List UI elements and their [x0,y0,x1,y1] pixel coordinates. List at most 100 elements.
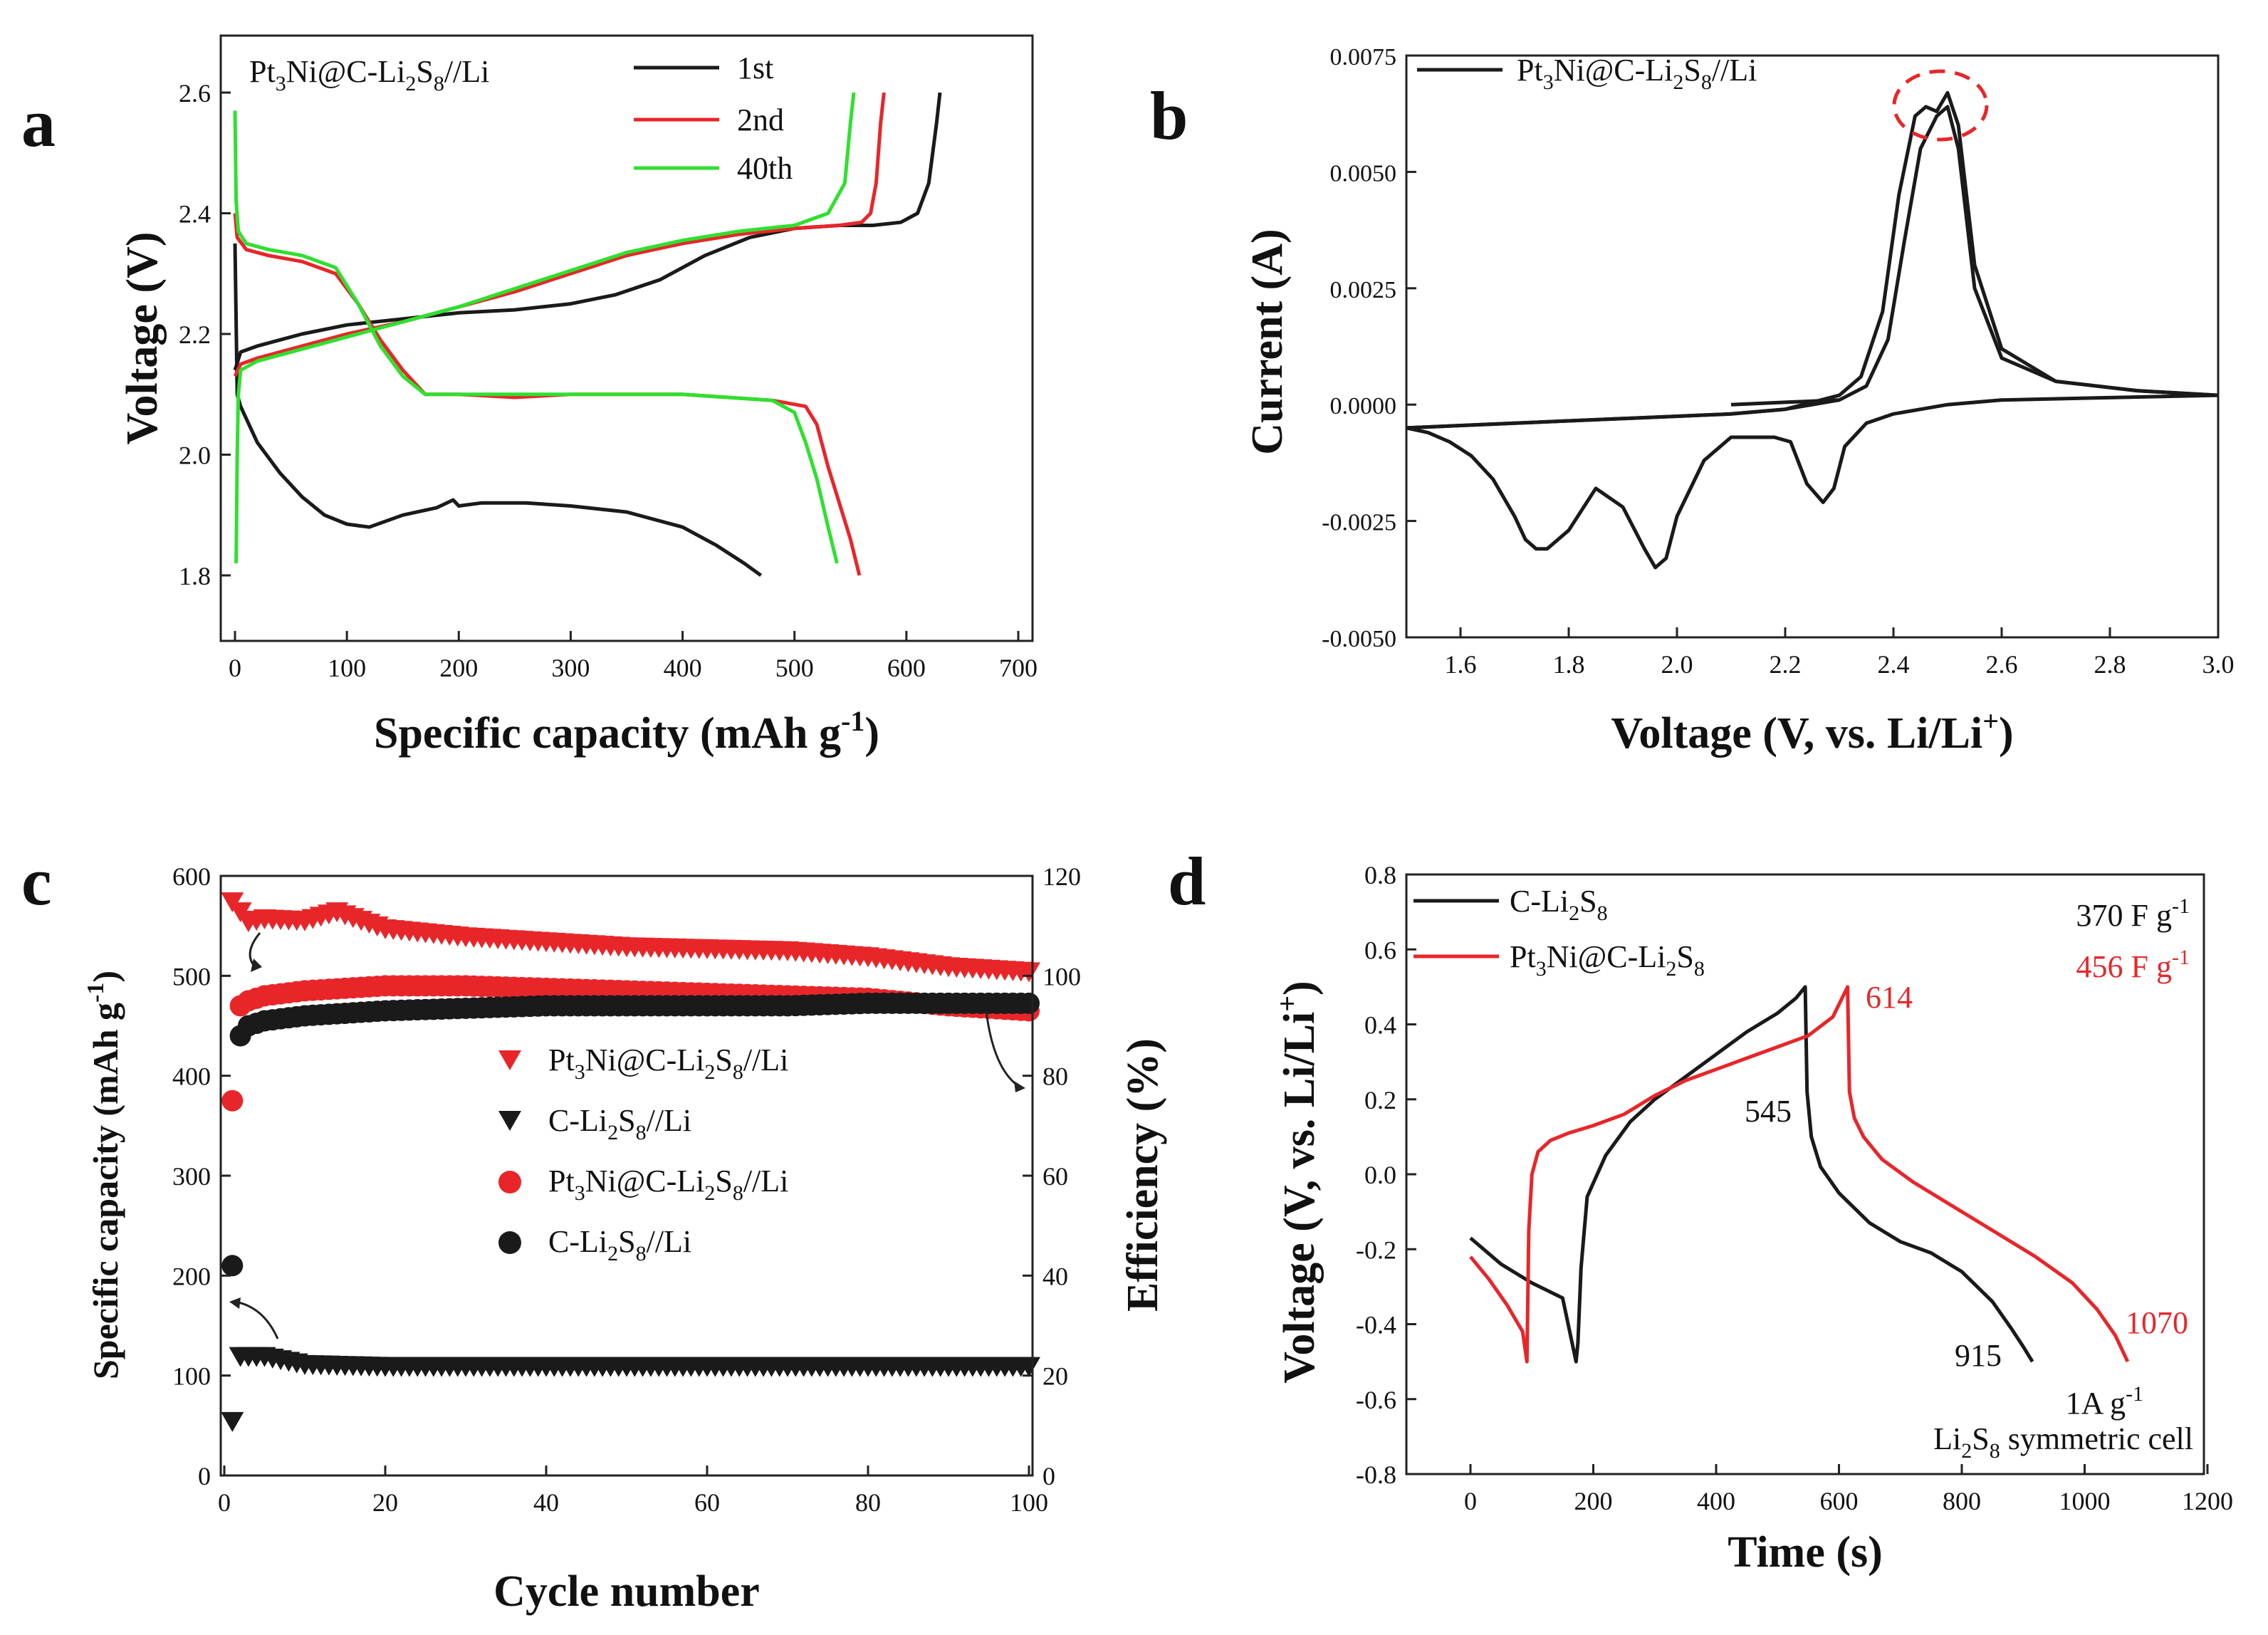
panel-b-y-axis-label: Current (A) [1243,229,1292,454]
point-label-915: 915 [1955,1338,2002,1373]
x-tick-label: 200 [439,654,478,682]
data-marker-circle [221,1090,244,1112]
x-tick-label: 2.4 [1878,650,1910,679]
y-tick-label: 0.0025 [1330,277,1397,303]
legend-marker-red-circle [498,1171,521,1193]
panel-a-y-axis-label: Voltage (V) [118,231,167,444]
arrow-to-left-axis-bottom [234,1300,279,1339]
y2-tick-label: 60 [1042,1162,1068,1191]
x-tick-label: 60 [694,1488,720,1517]
x-tick-label: 100 [1010,1488,1048,1517]
panel-c-y-ticks: 0 100 200 300 400 500 600 [172,862,231,1490]
panel-a-y-ticks: 1.8 2.0 2.2 2.4 2.6 [179,79,231,590]
series-line [233,92,942,371]
panel-a-legend: 1st 2nd 40th [634,51,793,186]
panel-a-plot [233,92,942,578]
panel-b-legend: Pt3Ni@C-Li2S8//Li [1417,53,1757,94]
panel-d-y-axis-label: Voltage (V, vs. Li/Li+) [1271,981,1324,1383]
y-tick-label: 400 [172,1062,211,1091]
panel-d-legend: C-Li2S8 Pt3Ni@C-Li2S8 [1413,884,1705,981]
arrow-head-left-axis-top [251,958,262,972]
x-tick-label: 3.0 [2202,650,2235,679]
y-tick-label: -0.8 [1356,1461,1396,1489]
point-label-614: 614 [1866,980,1913,1015]
panel-b-plot [1406,90,2219,570]
series-line [1406,90,2219,430]
panel-c-y2-axis-label: Efficiency (%) [1119,1038,1167,1312]
y-tick-label: -0.6 [1356,1386,1396,1414]
y2-tick-label: 20 [1042,1362,1068,1391]
panel-d-y-ticks: -0.8 -0.6 -0.4 -0.2 0.0 0.2 0.4 0.6 0.8 [1356,861,1416,1489]
legend-label-c-li2s8: C-Li2S8 [1510,884,1608,925]
y-tick-label: 0.0 [1364,1161,1396,1189]
series-line [234,92,856,564]
series-line [1730,398,1840,407]
data-marker-triangle [229,902,252,923]
y-tick-label: -0.4 [1356,1311,1396,1339]
x-tick-label: 1200 [2182,1487,2233,1515]
data-marker-circle [1018,992,1040,1014]
panel-c-plot [221,892,1040,1432]
x-tick-label: 80 [855,1488,881,1517]
capacitance-pt3ni: 456 F g-1 [2076,946,2190,984]
panel-c-legend: Pt3Ni@C-Li2S8//Li C-Li2S8//Li Pt3Ni@C-Li… [498,1043,788,1265]
x-tick-label: 0 [218,1488,231,1517]
x-tick-label: 2.0 [1661,650,1693,679]
x-tick-label: 400 [664,654,702,682]
series-line [233,243,763,578]
x-tick-label: 2.2 [1770,650,1802,679]
y-tick-label: 0.6 [1364,936,1396,964]
y-tick-label: 2.2 [179,320,211,349]
y-tick-label: 0.0000 [1330,393,1397,419]
panel-d: 0 200 400 600 800 1000 1200 -0.8 -0.6 -0.4 -0.2 0.… [1271,861,2233,1577]
point-label-545: 545 [1745,1094,1792,1129]
y2-tick-label: 40 [1042,1262,1068,1290]
panel-a-x-axis-label: Specific capacity (mAh g-1) [374,705,879,758]
series-line [1469,985,2130,1364]
legend-label-2nd: 2nd [737,103,784,137]
legend-marker-black-circle [498,1231,521,1254]
legend-marker-red-triangle [498,1050,521,1070]
legend-label-1st: 1st [737,51,773,85]
panel-b-frame [1405,54,2220,639]
legend-label-c-efficiency: C-Li2S8//Li [548,1224,691,1265]
series-line [1406,105,2219,430]
legend-label-pt3ni-efficiency: Pt3Ni@C-Li2S8//Li [548,1164,788,1205]
panel-letter-c: c [21,843,52,919]
panel-c-y-axis-label: Specific capacity (mAh g-1) [83,971,125,1379]
legend-label-c-capacity: C-Li2S8//Li [548,1103,691,1144]
x-tick-label: 700 [999,654,1038,682]
x-tick-label: 800 [1943,1487,1981,1515]
data-marker-triangle [1018,962,1040,983]
x-tick-label: 200 [1574,1487,1613,1515]
y2-tick-label: 120 [1042,862,1081,891]
y-tick-label: 300 [172,1162,211,1191]
x-tick-label: 0 [229,654,241,682]
capacitance-c-li2s8: 370 F g-1 [2076,894,2190,933]
legend-marker-black-triangle [498,1111,521,1131]
panel-letter-a: a [21,85,56,161]
y-tick-label: -0.2 [1356,1236,1396,1264]
x-tick-label: 1.8 [1553,650,1585,679]
y-tick-label: 0.8 [1364,861,1396,889]
panel-b-x-axis-label: Voltage (V, vs. Li/Li+) [1611,705,2013,758]
legend-label-pt3ni-capacity: Pt3Ni@C-Li2S8//Li [548,1043,788,1084]
point-label-1070: 1070 [2126,1305,2188,1340]
arrow-head-left-axis-bottom [229,1297,241,1309]
y-tick-label: 2.6 [179,79,211,108]
x-tick-label: 0 [1464,1487,1477,1515]
legend-label-40th: 40th [737,151,793,186]
y-tick-label: 2.4 [179,200,211,229]
x-tick-label: 400 [1697,1487,1735,1515]
x-tick-label: 2.8 [2094,650,2126,679]
data-marker-triangle [221,1411,244,1432]
x-tick-label: 1000 [2059,1487,2111,1515]
legend-label-pt3ni: Pt3Ni@C-Li2S8 [1510,939,1705,981]
data-marker-triangle [1018,1357,1040,1377]
panel-c-y2-ticks: 0 20 40 60 80 100 120 [1023,862,1081,1490]
y2-tick-label: 0 [1042,1462,1055,1490]
y-tick-label: -0.0025 [1322,510,1396,536]
panel-b-y-ticks: -0.0050 -0.0025 0.0000 0.0025 0.0050 0.0075 [1322,44,1416,652]
